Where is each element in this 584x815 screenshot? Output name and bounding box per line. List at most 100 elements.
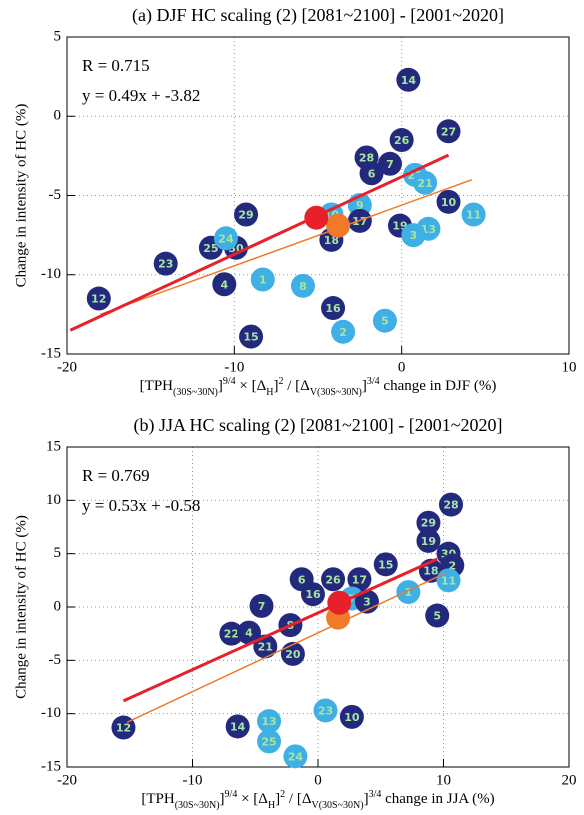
point [249,593,274,618]
point-label: 7 [258,600,266,613]
x-label-part: H [268,800,275,811]
x-tick-label: -10 [183,772,203,788]
point-label: 5 [381,315,389,328]
plot-frame [66,36,570,355]
point-label: 28 [443,499,458,512]
y-tick-label: 0 [54,108,62,124]
point [250,267,275,292]
point-label: 14 [401,74,417,87]
y-tick-label: -5 [49,652,62,668]
point [212,272,237,297]
point [425,603,450,628]
point [236,620,261,645]
point [396,580,421,605]
point-label: 15 [243,331,258,344]
x-label-part: (30S~30N) [175,800,220,811]
point [153,251,178,276]
point [413,170,438,195]
point [372,308,397,333]
annotation: R = 0.715 [82,56,150,75]
point-label: 10 [344,711,360,724]
point-label: 24 [288,750,304,763]
point [436,189,461,214]
x-tick-label: 0 [314,772,322,788]
x-label-part: change in DJF (%) [380,378,497,394]
point-label: 9 [356,199,364,212]
point-label: 5 [433,610,441,623]
annotation: R = 0.769 [82,466,150,485]
point-label: 15 [378,558,393,571]
x-label-part: 9/4 [225,789,238,800]
x-label-part: 2 [280,789,285,800]
point-label: 3 [410,229,418,242]
point-label: 1 [405,586,413,599]
x-label-part: 9/4 [223,376,236,387]
x-tick-label: -10 [224,359,244,375]
point-label: 21 [417,177,432,190]
point-label: 26 [325,573,341,586]
point-label: 29 [421,517,436,530]
fit-line [126,572,447,723]
point [401,223,426,248]
point [234,202,259,227]
point [257,729,282,754]
y-tick-label: 5 [54,28,62,44]
point-label: 21 [258,640,273,653]
point-label: 1 [259,274,267,287]
highlight-point [326,213,351,238]
point-label: 28 [359,151,374,164]
panel: (b) JJA HC scaling (2) [2081~2100] - [20… [13,415,576,811]
point [225,714,250,739]
point [436,119,461,144]
y-tick-label: -10 [41,266,61,282]
x-label-part: 3/4 [369,789,382,800]
x-axis-label: [TPH(30S~30N)]9/4 × [ΔH]2 / [ΔV(30S~30N)… [140,376,497,398]
highlight-point [327,590,352,615]
point [283,744,308,769]
point-label: 11 [441,574,456,587]
y-axis-label: Change in intensity of HC (%) [13,104,29,288]
point-label: 23 [318,704,333,717]
point-label: 11 [466,209,481,222]
point-label: 19 [421,535,436,548]
x-label-part: × [Δ [237,791,268,807]
point-label: 22 [224,628,239,641]
chart-title: (a) DJF HC scaling (2) [2081~2100] - [20… [132,5,504,26]
point-label: 10 [441,196,457,209]
x-label-part: V(30S~30N) [311,800,363,811]
y-tick-label: 0 [54,598,62,614]
point [257,709,282,734]
point-label: 25 [203,242,218,255]
point-label: 26 [394,134,410,147]
point [339,704,364,729]
point-label: 18 [423,565,438,578]
x-label-part: V(30S~30N) [310,387,362,398]
x-tick-label: -20 [57,772,77,788]
point [389,128,414,153]
point [213,226,238,251]
x-tick-label: 20 [562,772,577,788]
point-label: 29 [238,209,253,222]
plot-frame [66,446,570,768]
point-label: 3 [363,596,371,609]
x-tick-label: 0 [398,359,406,375]
x-label-part: ] [362,378,367,394]
point-label: 13 [261,715,276,728]
point-label: 2 [448,559,456,572]
point-label: 17 [352,573,367,586]
point-label: 6 [298,573,306,586]
point [416,528,441,553]
point-label: 25 [261,735,276,748]
y-axis-label: Change in intensity of HC (%) [13,515,29,699]
point [239,324,264,349]
x-label-part: H [266,387,273,398]
point [396,67,421,92]
point-label: 4 [220,278,228,291]
point [313,698,338,723]
x-label-part: / [Δ [284,378,311,394]
point-label: 17 [352,215,367,228]
point [300,582,325,607]
x-tick-label: 10 [436,772,451,788]
x-label-part: 3/4 [367,376,380,387]
